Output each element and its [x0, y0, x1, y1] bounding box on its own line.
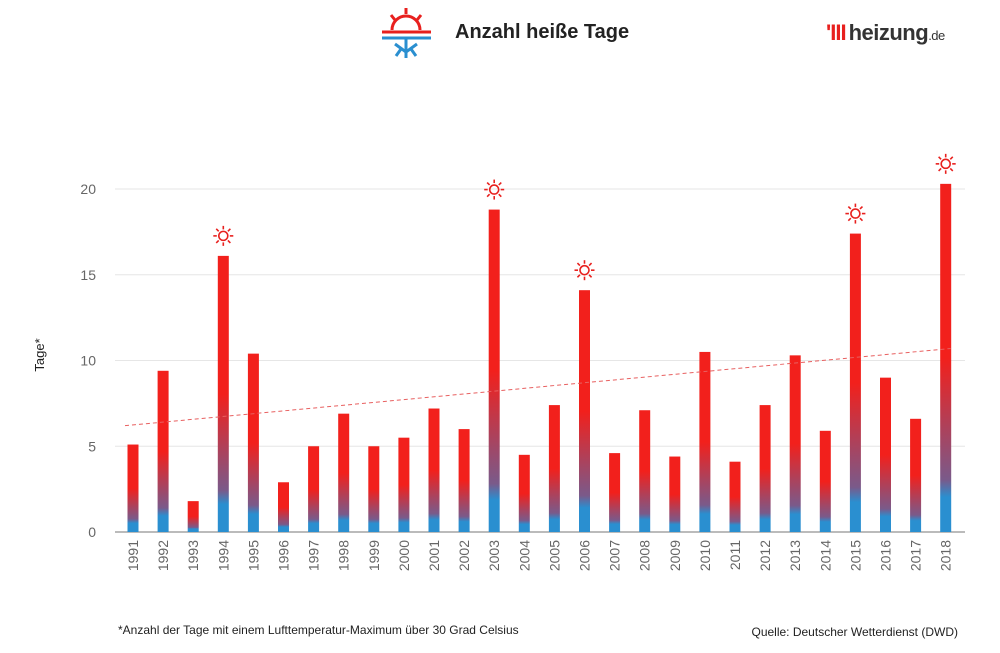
y-tick-label: 10: [80, 353, 96, 369]
bar-1998: [338, 413, 350, 532]
bar-2006: [579, 290, 590, 532]
x-tick-label: 2005: [546, 540, 562, 571]
bar-2015: [849, 233, 861, 532]
x-tick-label: 1995: [245, 540, 261, 571]
sun-icon: [845, 203, 866, 224]
x-tick-label: 2004: [516, 540, 532, 571]
bar-1991: [127, 444, 139, 532]
x-tick-label: 2017: [908, 540, 924, 571]
bar-2005: [548, 405, 560, 532]
y-axis-label: Tage*: [32, 338, 47, 371]
sun-snowflake-icon: [382, 8, 431, 58]
x-tick-label: 2009: [667, 540, 683, 571]
x-tick-label: 1998: [336, 540, 352, 571]
footnote: *Anzahl der Tage mit einem Lufttemperatu…: [118, 623, 519, 637]
x-tick-label: 2015: [847, 540, 863, 571]
sun-icon: [935, 153, 956, 174]
x-tick-label: 2012: [757, 540, 773, 571]
bar-2002: [458, 429, 470, 532]
x-tick-label: 2011: [727, 540, 743, 570]
bar-2001: [428, 408, 440, 532]
bar-2003: [488, 209, 500, 532]
bar-1993: [187, 501, 199, 532]
trendline: [124, 347, 951, 427]
sun-icon: [484, 179, 505, 200]
bar-2012: [759, 405, 771, 532]
bar-2013: [789, 355, 801, 532]
x-tick-label: 1993: [185, 540, 201, 571]
x-tick-label: 2013: [787, 540, 803, 571]
logo-tld: .de: [928, 28, 945, 43]
y-tick-label: 0: [88, 524, 96, 540]
chart-title: Anzahl heiße Tage: [455, 21, 630, 43]
x-tick-label: 1999: [366, 540, 382, 571]
x-tick-label: 2000: [396, 540, 412, 571]
x-tick-label: 2010: [697, 540, 713, 571]
y-tick-label: 15: [80, 267, 96, 283]
bar-1992: [157, 370, 169, 532]
bar-2008: [639, 410, 651, 532]
sun-icon: [574, 260, 595, 281]
source-note: Quelle: Deutscher Wetterdienst (DWD): [751, 625, 958, 639]
bar-2010: [699, 351, 711, 532]
bar-2011: [729, 461, 741, 532]
logo-name: heizung: [848, 20, 929, 45]
x-tick-label: 1992: [155, 540, 171, 571]
bar-2009: [669, 456, 681, 532]
x-tick-label: 2008: [637, 540, 653, 571]
y-tick-label: 5: [88, 438, 96, 454]
x-tick-label: 2006: [577, 540, 593, 571]
x-tick-label: 2014: [817, 540, 833, 571]
bar-2014: [819, 430, 831, 532]
bar-1999: [368, 446, 380, 532]
x-tick-label: 2002: [456, 540, 472, 571]
bar-2000: [398, 437, 410, 532]
bar-1994: [217, 255, 229, 532]
x-tick-label: 1997: [306, 540, 322, 571]
bar-2016: [880, 377, 891, 532]
bar-1996: [278, 482, 289, 532]
x-tick-label: 2018: [938, 540, 954, 571]
heizung-logo[interactable]: 'III heizung.de: [826, 20, 945, 46]
x-tick-label: 1994: [215, 540, 231, 571]
x-tick-label: 2003: [486, 540, 502, 571]
bar-2007: [609, 453, 621, 532]
x-tick-label: 1991: [125, 540, 141, 571]
sun-icon: [213, 225, 234, 246]
bar-2004: [518, 454, 530, 532]
x-tick-label: 2007: [607, 540, 623, 571]
bar-2017: [910, 418, 922, 532]
logo-mark: 'III: [826, 20, 847, 45]
bar-1995: [247, 353, 259, 532]
x-tick-label: 1996: [276, 540, 292, 571]
y-tick-label: 20: [80, 181, 96, 197]
bar-2018: [940, 183, 952, 533]
x-tick-label: 2001: [426, 540, 442, 571]
x-tick-label: 2016: [878, 540, 894, 571]
bar-1997: [308, 446, 320, 532]
